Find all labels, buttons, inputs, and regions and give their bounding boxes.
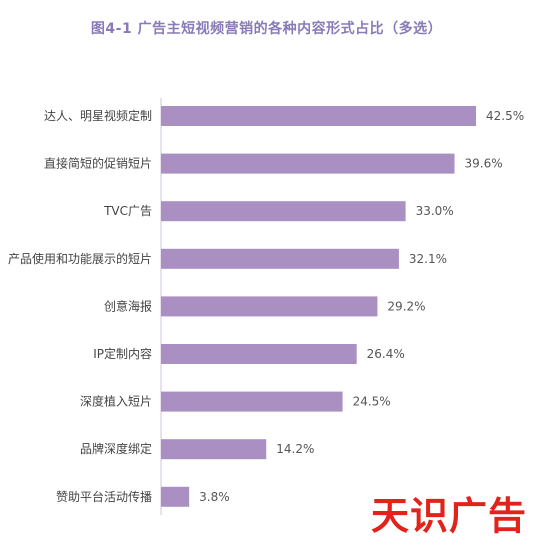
- category-label: IP定制内容: [93, 346, 152, 361]
- value-label: 3.8%: [199, 490, 230, 504]
- watermark-logo: 天识广告: [370, 494, 527, 538]
- value-label: 39.6%: [465, 157, 503, 171]
- value-label: 26.4%: [367, 347, 405, 361]
- category-label: 直接简短的促销短片: [44, 156, 152, 171]
- value-label: 32.1%: [409, 252, 447, 266]
- category-label: 赞助平台活动传播: [56, 489, 152, 504]
- value-label: 42.5%: [486, 109, 524, 123]
- category-label: 达人、明星视频定制: [44, 108, 152, 123]
- category-label: 创意海报: [104, 298, 152, 313]
- chart-title: 图4-1 广告主短视频营销的各种内容形式占比（多选）: [90, 21, 443, 37]
- bar: [161, 486, 190, 507]
- value-label: 33.0%: [416, 204, 454, 218]
- bar: [161, 248, 399, 269]
- value-label: 24.5%: [353, 395, 391, 409]
- bar: [161, 344, 357, 364]
- value-label: 29.2%: [387, 299, 425, 313]
- category-label: 产品使用和功能展示的短片: [8, 251, 152, 266]
- bar: [161, 296, 378, 317]
- bar: [161, 106, 476, 126]
- value-label: 14.2%: [276, 442, 314, 456]
- bar: [161, 153, 455, 174]
- category-label: 品牌深度绑定: [80, 441, 152, 456]
- bar: [161, 201, 406, 222]
- bar: [161, 439, 267, 460]
- category-label: 深度植入短片: [80, 394, 152, 409]
- bar: [161, 391, 343, 412]
- category-label: TVC广告: [103, 204, 152, 218]
